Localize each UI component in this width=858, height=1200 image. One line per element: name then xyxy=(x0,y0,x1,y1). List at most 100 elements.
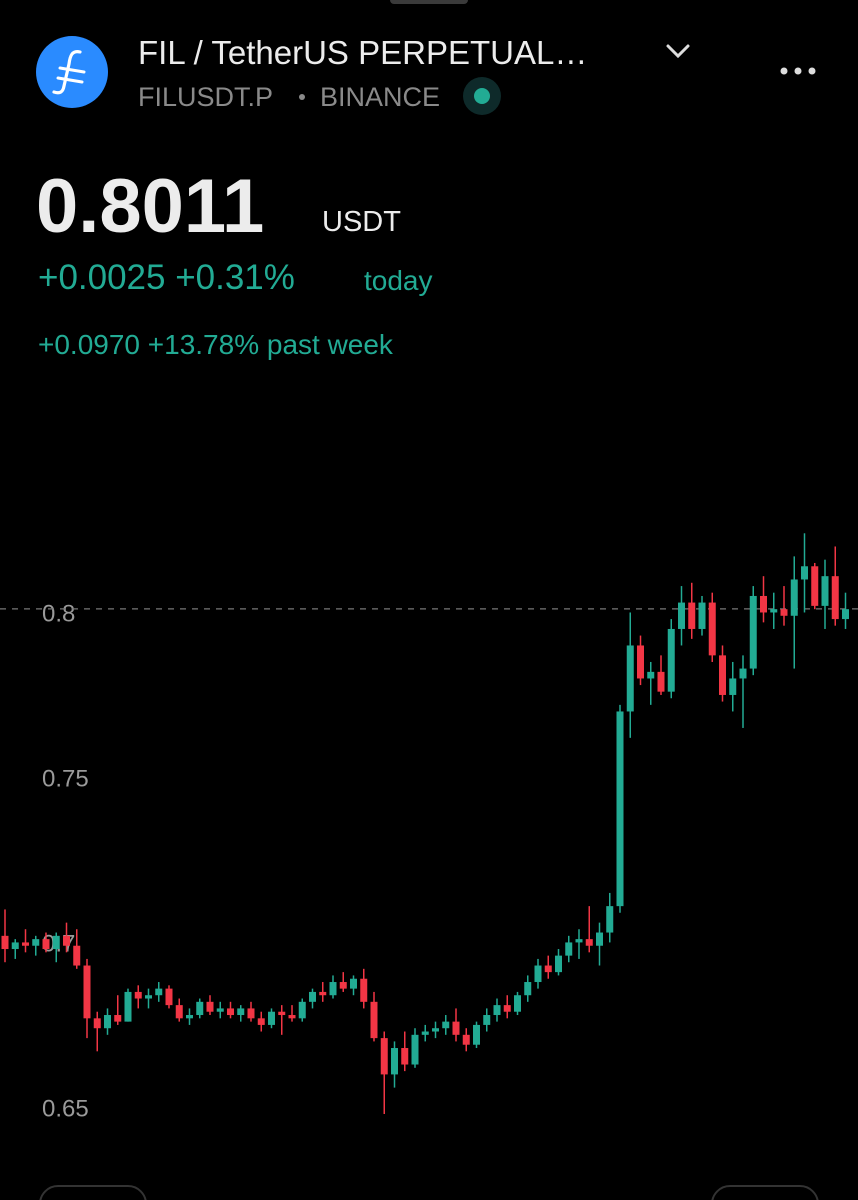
title-chevron[interactable] xyxy=(666,44,690,59)
candle-body xyxy=(698,602,706,629)
candle-body xyxy=(63,935,70,946)
live-indicator xyxy=(463,77,501,115)
candle-body xyxy=(780,609,788,616)
candle-body xyxy=(565,942,573,956)
candle-body xyxy=(442,1021,450,1029)
candle-body xyxy=(514,995,521,1012)
candle-body xyxy=(503,1005,511,1012)
candle-body xyxy=(637,645,644,679)
candle-body xyxy=(52,935,60,950)
candle-body xyxy=(124,991,132,1022)
candle-body xyxy=(155,988,163,996)
candle-body xyxy=(216,1008,224,1012)
last-price: 0.8011 xyxy=(36,164,264,249)
candle-body xyxy=(309,991,316,1002)
candle-body xyxy=(401,1048,409,1065)
candle-body xyxy=(32,939,40,946)
y-tick-label: 0.8 xyxy=(42,600,75,627)
candle-body xyxy=(175,1005,183,1019)
candle-body xyxy=(544,965,552,973)
candle-body xyxy=(821,576,829,606)
candle-body xyxy=(831,576,839,620)
candle-body xyxy=(575,939,583,943)
candle-body xyxy=(237,1008,245,1016)
candle-body xyxy=(421,1031,429,1035)
candle-body xyxy=(667,628,675,692)
candle-body xyxy=(811,566,819,606)
candle-body xyxy=(114,1015,122,1022)
candle-body xyxy=(42,939,50,950)
bottom-button[interactable] xyxy=(39,1185,147,1200)
candle-body xyxy=(678,602,685,629)
candle-body xyxy=(104,1015,111,1029)
candle-body xyxy=(749,595,757,669)
candle-body xyxy=(186,1015,193,1019)
candle-body xyxy=(524,982,532,996)
candle-body xyxy=(647,671,655,679)
candle-body xyxy=(411,1034,419,1065)
candle-body xyxy=(729,678,737,695)
candle-body xyxy=(329,982,337,996)
candle-body xyxy=(616,711,624,907)
candle-body xyxy=(288,1015,296,1019)
candle-body xyxy=(719,655,726,695)
candle-body xyxy=(350,978,357,989)
candle-body xyxy=(739,668,747,679)
candle-body xyxy=(257,1018,265,1025)
today-label: today xyxy=(364,265,433,296)
candle-body xyxy=(11,942,19,950)
candle-body xyxy=(534,965,542,983)
candle-body xyxy=(165,988,173,1006)
change-week: +0.0970 +13.78% past week xyxy=(38,329,394,360)
candle-body xyxy=(473,1024,480,1045)
candle-body xyxy=(493,1005,501,1016)
candle-body xyxy=(452,1021,460,1035)
candle-body xyxy=(790,579,798,616)
candle-body xyxy=(370,1001,378,1039)
candle-body xyxy=(83,965,91,1019)
candle-body xyxy=(145,995,152,999)
candle-body xyxy=(596,932,603,946)
candle-body xyxy=(1,935,9,950)
candle-body xyxy=(585,939,593,946)
candle-body xyxy=(247,1008,255,1019)
candle-body xyxy=(770,609,778,613)
price-unit: USDT xyxy=(322,206,401,238)
candle-body xyxy=(842,609,849,620)
candlestick-chart: 0.650.70.750.8 xyxy=(0,533,858,1122)
candle-body xyxy=(22,942,29,946)
candle-body xyxy=(483,1015,491,1025)
candle-body xyxy=(380,1038,388,1075)
candle-body xyxy=(206,1001,214,1012)
candle-body xyxy=(339,982,347,989)
coin-logo xyxy=(36,36,108,108)
y-tick-label: 0.65 xyxy=(42,1095,89,1122)
candle-body xyxy=(801,566,808,580)
candle-body xyxy=(708,602,716,656)
candle-body xyxy=(688,602,696,629)
candle-body xyxy=(555,955,562,973)
candle-body xyxy=(298,1001,306,1019)
candle-body xyxy=(196,1001,204,1016)
bottom-button[interactable] xyxy=(711,1185,819,1200)
candle-body xyxy=(626,645,634,712)
exchange: BINANCE xyxy=(320,82,440,112)
more-menu[interactable] xyxy=(780,67,816,75)
candle-body xyxy=(360,978,368,1002)
change-today: +0.0025 +0.31% xyxy=(38,258,295,297)
top-handle xyxy=(390,0,468,4)
candle-body xyxy=(432,1028,439,1032)
candle-body xyxy=(278,1011,286,1016)
ticker: FILUSDT.P xyxy=(138,82,273,112)
symbol-title[interactable]: FIL / TetherUS PERPETUAL… xyxy=(138,34,587,71)
y-tick-label: 0.75 xyxy=(42,765,89,792)
candle-body xyxy=(134,991,142,999)
candle-body xyxy=(268,1011,275,1025)
candle-body xyxy=(760,595,767,613)
candle-body xyxy=(606,906,614,933)
candle-body xyxy=(391,1048,398,1075)
candle-body xyxy=(227,1008,234,1016)
candle-body xyxy=(73,945,81,966)
